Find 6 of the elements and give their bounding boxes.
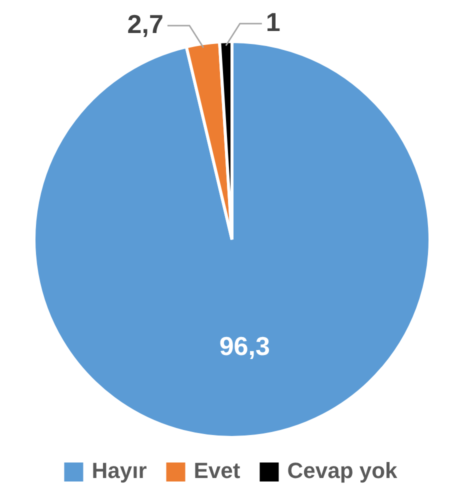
- legend-label: Hayır: [92, 458, 148, 484]
- legend-label: Evet: [194, 458, 241, 484]
- data-label: 96,3: [219, 330, 270, 361]
- data-label: 2,7: [127, 8, 164, 39]
- data-label: 1: [266, 6, 280, 37]
- legend-label: Cevap yok: [287, 458, 398, 484]
